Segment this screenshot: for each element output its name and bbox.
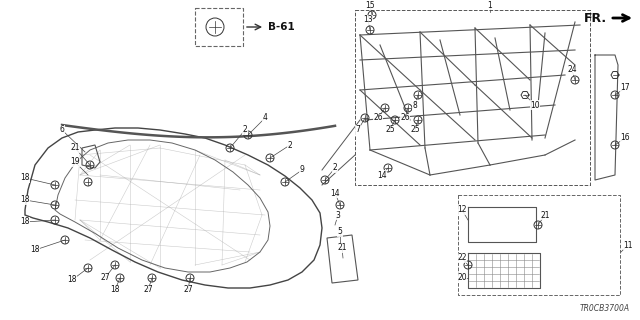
Text: 18: 18	[20, 218, 29, 227]
Text: 8: 8	[413, 100, 417, 109]
Text: 25: 25	[385, 125, 395, 134]
Text: 6: 6	[60, 125, 65, 134]
Text: 26: 26	[373, 114, 383, 123]
Text: 16: 16	[620, 133, 630, 142]
Text: 18: 18	[67, 276, 77, 284]
Text: 20: 20	[457, 274, 467, 283]
Text: 25: 25	[410, 125, 420, 134]
Text: 18: 18	[20, 173, 29, 182]
Text: 1: 1	[488, 1, 492, 10]
Text: 27: 27	[183, 285, 193, 294]
Text: 21: 21	[337, 244, 347, 252]
Text: 7: 7	[356, 125, 360, 134]
Text: 15: 15	[365, 1, 375, 10]
Text: 4: 4	[262, 114, 268, 123]
Text: 22: 22	[457, 253, 467, 262]
Text: 14: 14	[377, 171, 387, 180]
Text: 12: 12	[457, 205, 467, 214]
Text: 14: 14	[330, 188, 340, 197]
Text: 21: 21	[70, 143, 80, 153]
Text: TR0CB3700A: TR0CB3700A	[580, 304, 630, 313]
Text: B-61: B-61	[268, 22, 295, 32]
Text: 19: 19	[70, 157, 80, 166]
Text: 18: 18	[20, 196, 29, 204]
Text: 26: 26	[400, 114, 410, 123]
Text: 10: 10	[530, 100, 540, 109]
Text: 18: 18	[30, 245, 40, 254]
Text: 5: 5	[337, 228, 342, 236]
Text: 3: 3	[335, 211, 340, 220]
Text: 2: 2	[243, 125, 248, 134]
Text: 11: 11	[623, 241, 633, 250]
Text: 2: 2	[287, 140, 292, 149]
Text: 24: 24	[567, 66, 577, 75]
Text: FR.: FR.	[584, 12, 607, 25]
Text: 13: 13	[363, 15, 373, 25]
Text: 17: 17	[620, 84, 630, 92]
Text: 21: 21	[540, 211, 550, 220]
Text: 27: 27	[100, 274, 110, 283]
Text: 18: 18	[110, 285, 120, 294]
Text: 9: 9	[300, 165, 305, 174]
Text: 27: 27	[143, 285, 153, 294]
Text: 2: 2	[333, 164, 337, 172]
